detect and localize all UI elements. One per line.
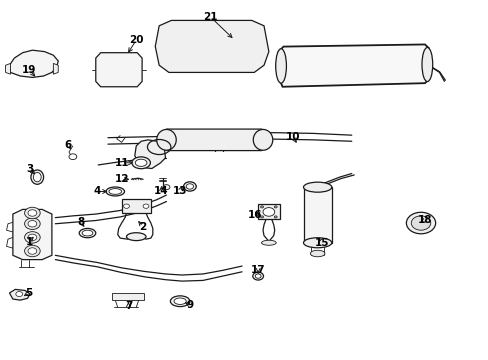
Bar xyxy=(303,187,331,243)
Text: 11: 11 xyxy=(114,158,129,168)
Text: 6: 6 xyxy=(64,140,71,150)
Ellipse shape xyxy=(33,172,41,182)
Text: 12: 12 xyxy=(114,174,129,184)
Ellipse shape xyxy=(252,272,263,280)
Ellipse shape xyxy=(79,228,96,238)
Text: 7: 7 xyxy=(124,301,132,311)
Circle shape xyxy=(24,245,40,257)
Ellipse shape xyxy=(106,187,124,196)
Text: 2: 2 xyxy=(139,222,146,231)
Ellipse shape xyxy=(31,170,43,184)
Ellipse shape xyxy=(109,189,122,194)
Ellipse shape xyxy=(253,130,272,150)
Circle shape xyxy=(263,208,274,216)
Ellipse shape xyxy=(170,296,189,307)
Text: 17: 17 xyxy=(250,265,265,275)
Circle shape xyxy=(24,231,40,243)
Polygon shape xyxy=(155,21,268,72)
Text: 1: 1 xyxy=(25,237,33,247)
Ellipse shape xyxy=(82,230,93,236)
Text: 15: 15 xyxy=(315,238,329,248)
Circle shape xyxy=(260,206,263,208)
Circle shape xyxy=(28,234,37,240)
Polygon shape xyxy=(9,50,58,77)
Circle shape xyxy=(410,216,430,230)
Polygon shape xyxy=(96,53,142,87)
Polygon shape xyxy=(276,44,430,87)
Ellipse shape xyxy=(310,250,325,257)
Text: 18: 18 xyxy=(417,215,431,225)
Ellipse shape xyxy=(135,159,147,166)
Circle shape xyxy=(143,204,149,208)
Ellipse shape xyxy=(157,130,176,150)
Bar xyxy=(258,204,279,220)
Ellipse shape xyxy=(303,238,331,248)
Text: 14: 14 xyxy=(154,186,168,197)
Ellipse shape xyxy=(275,49,286,83)
Text: 19: 19 xyxy=(22,64,36,75)
Circle shape xyxy=(69,154,77,159)
Circle shape xyxy=(260,216,263,218)
Circle shape xyxy=(16,292,22,297)
Text: 8: 8 xyxy=(78,217,84,227)
Ellipse shape xyxy=(303,182,331,192)
Circle shape xyxy=(24,207,40,219)
Bar xyxy=(112,293,143,300)
Ellipse shape xyxy=(163,185,169,190)
Polygon shape xyxy=(13,210,52,260)
Ellipse shape xyxy=(174,298,186,305)
Polygon shape xyxy=(9,289,30,300)
Ellipse shape xyxy=(183,182,196,191)
Text: 10: 10 xyxy=(285,132,300,142)
Text: 9: 9 xyxy=(186,300,193,310)
Ellipse shape xyxy=(255,274,261,278)
Text: 3: 3 xyxy=(26,164,34,174)
Ellipse shape xyxy=(186,184,193,189)
Text: 16: 16 xyxy=(247,210,262,220)
Ellipse shape xyxy=(421,48,432,82)
Polygon shape xyxy=(166,129,264,150)
Circle shape xyxy=(123,204,129,208)
Bar xyxy=(122,199,151,213)
Text: 21: 21 xyxy=(203,12,217,22)
Ellipse shape xyxy=(126,233,146,240)
Circle shape xyxy=(24,218,40,229)
Circle shape xyxy=(406,212,435,234)
Circle shape xyxy=(28,221,37,227)
Text: 13: 13 xyxy=(173,186,187,197)
Circle shape xyxy=(274,216,277,218)
Text: 4: 4 xyxy=(93,186,101,197)
Circle shape xyxy=(28,210,37,216)
Text: 5: 5 xyxy=(25,288,33,298)
Polygon shape xyxy=(135,140,165,168)
Polygon shape xyxy=(5,63,10,74)
Text: 20: 20 xyxy=(129,35,143,45)
Circle shape xyxy=(274,206,277,208)
Ellipse shape xyxy=(132,157,150,169)
Ellipse shape xyxy=(261,240,276,245)
Circle shape xyxy=(28,248,37,254)
Polygon shape xyxy=(53,63,58,74)
